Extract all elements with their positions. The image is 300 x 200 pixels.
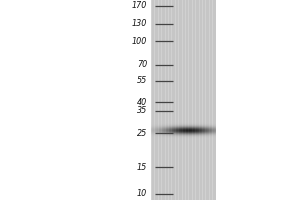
Text: 40: 40 [137, 98, 147, 107]
Text: 100: 100 [132, 37, 147, 46]
Text: 10: 10 [137, 190, 147, 198]
Text: 15: 15 [137, 163, 147, 172]
Text: 130: 130 [132, 19, 147, 28]
Text: 70: 70 [137, 60, 147, 69]
Text: 170: 170 [132, 1, 147, 10]
Text: 55: 55 [137, 76, 147, 85]
Text: 35: 35 [137, 106, 147, 115]
Text: 25: 25 [137, 129, 147, 138]
